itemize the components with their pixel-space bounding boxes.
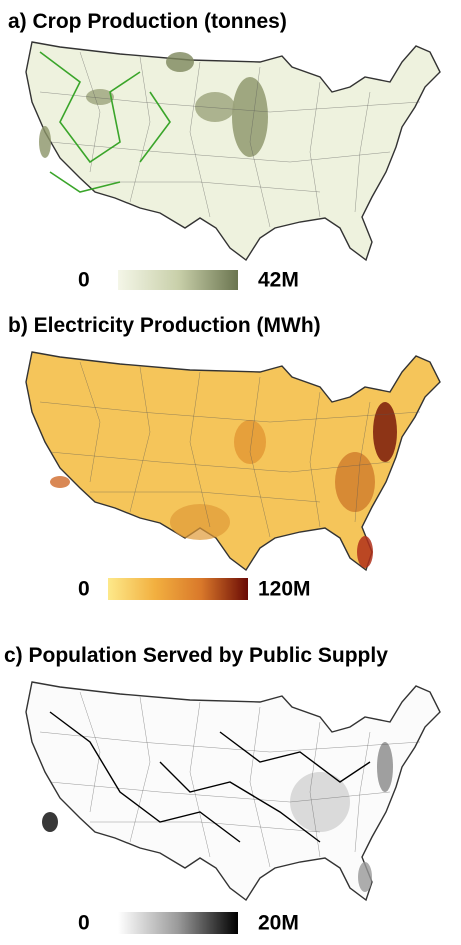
map (25, 681, 441, 901)
colorbar (118, 270, 238, 290)
colorbar-max: 20M (258, 912, 299, 935)
panel-title: a) Crop Production (tonnes) (8, 10, 287, 33)
colorbar-max: 120M (258, 578, 311, 601)
panel-title: b) Electricity Production (MWh) (8, 314, 321, 337)
map (25, 351, 441, 571)
colorbar (118, 912, 238, 934)
colorbar-min: 0 (78, 269, 90, 292)
colorbar-min: 0 (78, 578, 90, 601)
panel-title: c) Population Served by Public Supply (4, 644, 388, 667)
map (25, 41, 441, 261)
colorbar (108, 578, 248, 600)
colorbar-max: 42M (258, 269, 299, 292)
colorbar-min: 0 (78, 912, 90, 935)
